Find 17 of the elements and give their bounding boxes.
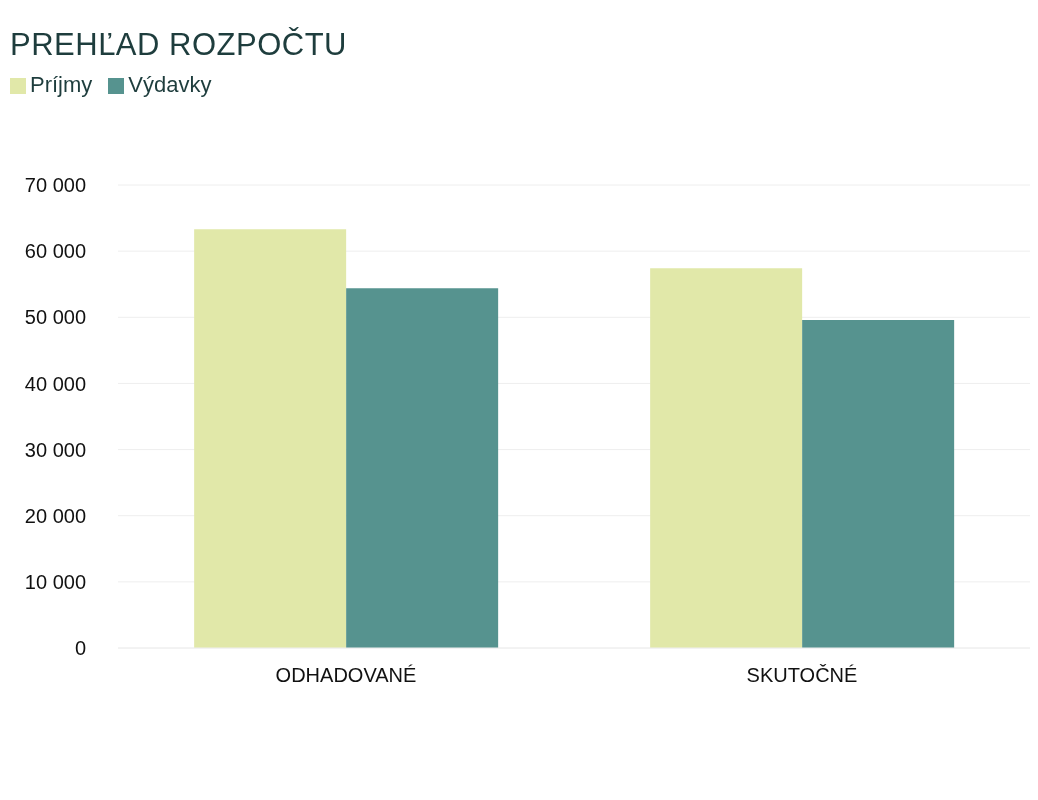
y-tick-label: 0	[74, 637, 86, 660]
y-tick-label: 20 000	[24, 504, 86, 527]
legend-label: Výdavky	[128, 72, 212, 97]
y-tick-label: 40 000	[24, 372, 86, 395]
legend-label: Príjmy	[30, 72, 93, 97]
y-tick-label: 60 000	[24, 240, 86, 263]
bar	[194, 229, 347, 648]
y-tick-label: 70 000	[24, 174, 86, 197]
y-tick-label: 50 000	[24, 306, 86, 329]
y-tick-label: 10 000	[24, 570, 86, 593]
x-tick-label: ODHADOVANÉ	[275, 664, 417, 687]
chart-title: PREHĽAD ROZPOČTU	[10, 27, 347, 63]
bar	[346, 288, 499, 648]
bar	[802, 319, 955, 648]
bar	[650, 268, 803, 648]
y-tick-label: 30 000	[24, 438, 86, 461]
x-tick-label: SKUTOČNÉ	[746, 664, 858, 687]
